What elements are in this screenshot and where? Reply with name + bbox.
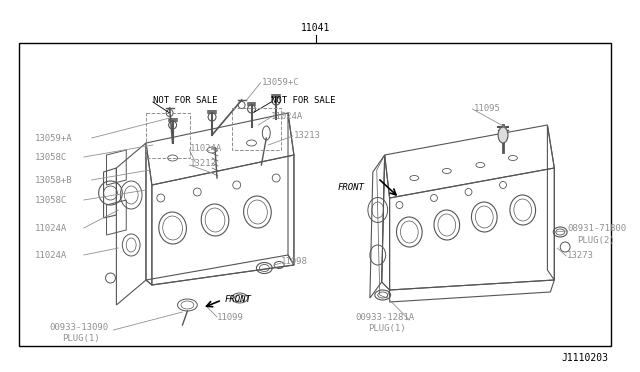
Text: FRONT: FRONT — [225, 295, 252, 304]
Text: 13059+A: 13059+A — [35, 134, 72, 142]
Text: NOT FOR SALE: NOT FOR SALE — [271, 96, 336, 105]
Text: 13213: 13213 — [294, 131, 321, 140]
Text: J1110203: J1110203 — [561, 353, 609, 363]
Bar — [19, 43, 611, 346]
Text: 13058C: 13058C — [35, 153, 67, 161]
Text: 08931-71800: 08931-71800 — [567, 224, 627, 232]
Text: 11024A: 11024A — [35, 224, 67, 232]
Text: 00933-1281A: 00933-1281A — [355, 314, 414, 323]
Text: 11099: 11099 — [217, 314, 244, 323]
Text: 11098: 11098 — [281, 257, 308, 266]
Text: NOT FOR SALE: NOT FOR SALE — [153, 96, 218, 105]
Text: 13212: 13212 — [189, 158, 216, 167]
Text: 13058+B: 13058+B — [35, 176, 72, 185]
Text: PLUG(1): PLUG(1) — [62, 334, 100, 343]
Text: 11095: 11095 — [474, 103, 500, 112]
Bar — [232, 108, 281, 150]
Text: FRONT: FRONT — [338, 183, 365, 192]
Text: PLUG(1): PLUG(1) — [368, 324, 406, 333]
Text: 00933-13090: 00933-13090 — [49, 324, 108, 333]
Text: 11024A: 11024A — [189, 144, 221, 153]
Text: 13058C: 13058C — [35, 196, 67, 205]
Ellipse shape — [498, 127, 508, 143]
Text: 11024A: 11024A — [35, 250, 67, 260]
Text: 13059+C: 13059+C — [261, 77, 299, 87]
Text: 13273: 13273 — [567, 250, 594, 260]
Text: 11041: 11041 — [301, 23, 330, 33]
Text: PLUG(2): PLUG(2) — [577, 235, 614, 244]
Bar — [146, 113, 190, 158]
Text: 11024A: 11024A — [271, 112, 303, 121]
